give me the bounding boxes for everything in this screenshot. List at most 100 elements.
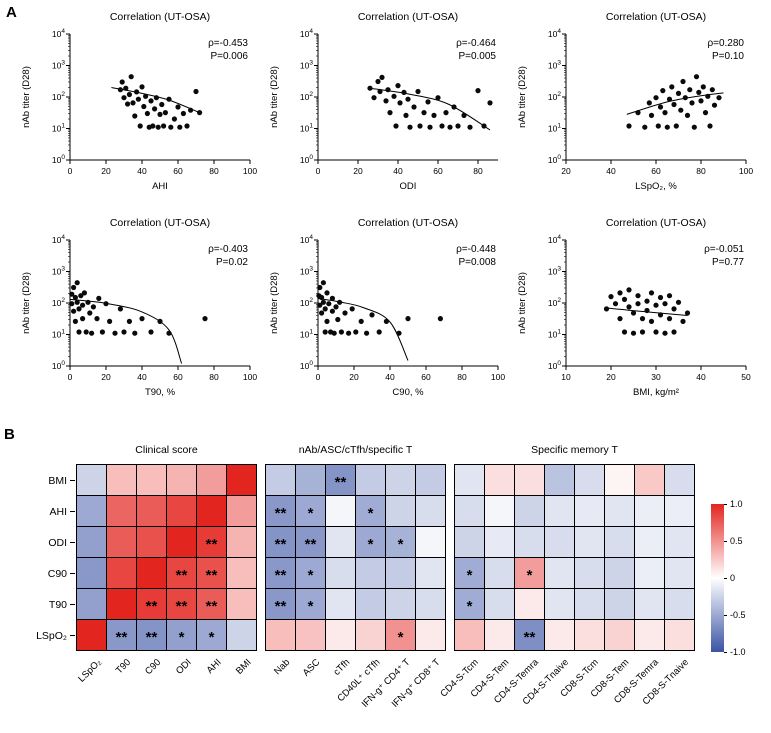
heatmap-row-label: ODI	[14, 527, 76, 558]
data-point	[689, 100, 695, 106]
heatmap-cell	[77, 527, 106, 557]
heatmap-cell	[416, 527, 445, 557]
heatmap-cell	[326, 620, 355, 650]
data-point	[630, 310, 637, 316]
data-point	[155, 124, 161, 130]
data-point	[99, 329, 105, 335]
x-tick-label: 60	[651, 166, 661, 176]
data-point	[69, 301, 75, 307]
data-point	[175, 104, 181, 110]
data-point	[407, 124, 413, 130]
data-point	[171, 116, 177, 122]
x-tick-label: 20	[561, 166, 571, 176]
data-point	[87, 310, 93, 316]
heatmap-cell: *	[197, 620, 226, 650]
significance-stars: **	[205, 598, 218, 615]
heatmap-cell	[545, 558, 574, 588]
p-value: P=0.008	[458, 257, 496, 268]
data-point	[383, 318, 389, 324]
significance-stars: **	[274, 505, 287, 522]
heatmap-cell	[485, 465, 514, 495]
data-point	[153, 95, 159, 101]
data-point	[121, 95, 127, 101]
data-point	[319, 310, 325, 316]
heatmap-cell	[455, 496, 484, 526]
data-point	[367, 85, 373, 91]
data-point	[139, 84, 145, 90]
data-point	[358, 318, 364, 324]
x-tick-label: 100	[243, 166, 257, 176]
x-tick-label: 80	[209, 372, 219, 382]
heatmap-cell	[605, 558, 634, 588]
heatmap-cell	[515, 496, 544, 526]
heatmap-row-label: BMI	[14, 465, 76, 496]
heatmap-cell	[665, 589, 694, 619]
data-point	[148, 329, 154, 335]
data-point	[635, 293, 641, 299]
y-tick-label: 101	[548, 123, 561, 134]
data-point	[320, 280, 326, 286]
y-tick-label: 101	[300, 123, 313, 134]
heatmap-col-label: C90	[143, 657, 164, 678]
data-point	[320, 299, 326, 305]
heatmap-cell	[107, 589, 136, 619]
y-tick-label: 100	[52, 154, 65, 165]
heatmap-col-label: ODI	[173, 657, 194, 677]
y-tick-label: 103	[52, 60, 65, 71]
heatmap-cell	[485, 527, 514, 557]
significance-stars: **	[205, 536, 218, 553]
y-axis-label: nAb titer (D28)	[517, 66, 528, 128]
x-tick-label: 60	[421, 372, 431, 382]
significance-stars: **	[175, 598, 188, 615]
data-point	[682, 95, 688, 101]
data-point	[642, 124, 648, 130]
y-axis-label: nAb titer (D28)	[517, 272, 528, 334]
y-tick-label: 103	[300, 60, 313, 71]
scatter-plot: Correlation (UT-OSA) ρ=-0.464 P=0.005 100 10…	[269, 11, 498, 192]
data-point	[671, 101, 677, 108]
data-point	[405, 96, 411, 102]
y-axis-label: nAb titer (D28)	[269, 272, 280, 334]
data-point	[177, 124, 183, 130]
x-tick-label: 40	[696, 372, 706, 382]
heatmap-cell	[575, 527, 604, 557]
heatmap-cell	[107, 465, 136, 495]
data-point	[427, 124, 433, 130]
rho-value: ρ=-0.453	[208, 38, 248, 49]
colorbar-tick	[724, 578, 727, 579]
data-point	[666, 316, 673, 322]
colorbar	[711, 504, 724, 652]
data-point	[383, 98, 389, 104]
data-point	[166, 96, 172, 102]
heatmap-cell	[137, 465, 166, 495]
heatmap-col-label: ASC	[300, 657, 323, 679]
significance-stars: *	[178, 629, 185, 646]
data-point	[639, 316, 646, 322]
x-tick-label: 80	[457, 372, 467, 382]
data-point	[69, 291, 75, 297]
heatmap-cell	[137, 496, 166, 526]
heatmap-cell: *	[167, 620, 196, 650]
x-tick-label: 100	[491, 372, 505, 382]
data-point	[342, 310, 348, 316]
heatmap-cell	[227, 620, 256, 650]
heatmap-cell: *	[515, 558, 544, 588]
data-point	[648, 290, 655, 296]
data-point	[635, 301, 641, 307]
x-tick-label: 20	[349, 372, 359, 382]
data-point	[137, 123, 143, 129]
heatmap-cell	[77, 465, 106, 495]
heatmap-cell	[605, 589, 634, 619]
significance-stars: *	[367, 505, 374, 522]
data-point	[696, 89, 702, 95]
data-point	[711, 102, 718, 108]
data-point	[143, 93, 149, 99]
data-point	[705, 93, 711, 99]
data-point	[621, 296, 628, 302]
data-point	[103, 301, 109, 307]
data-point	[162, 110, 168, 116]
heatmap-cell	[416, 620, 445, 650]
heatmap-col-label: Nab	[272, 657, 293, 678]
significance-stars: *	[307, 598, 314, 615]
